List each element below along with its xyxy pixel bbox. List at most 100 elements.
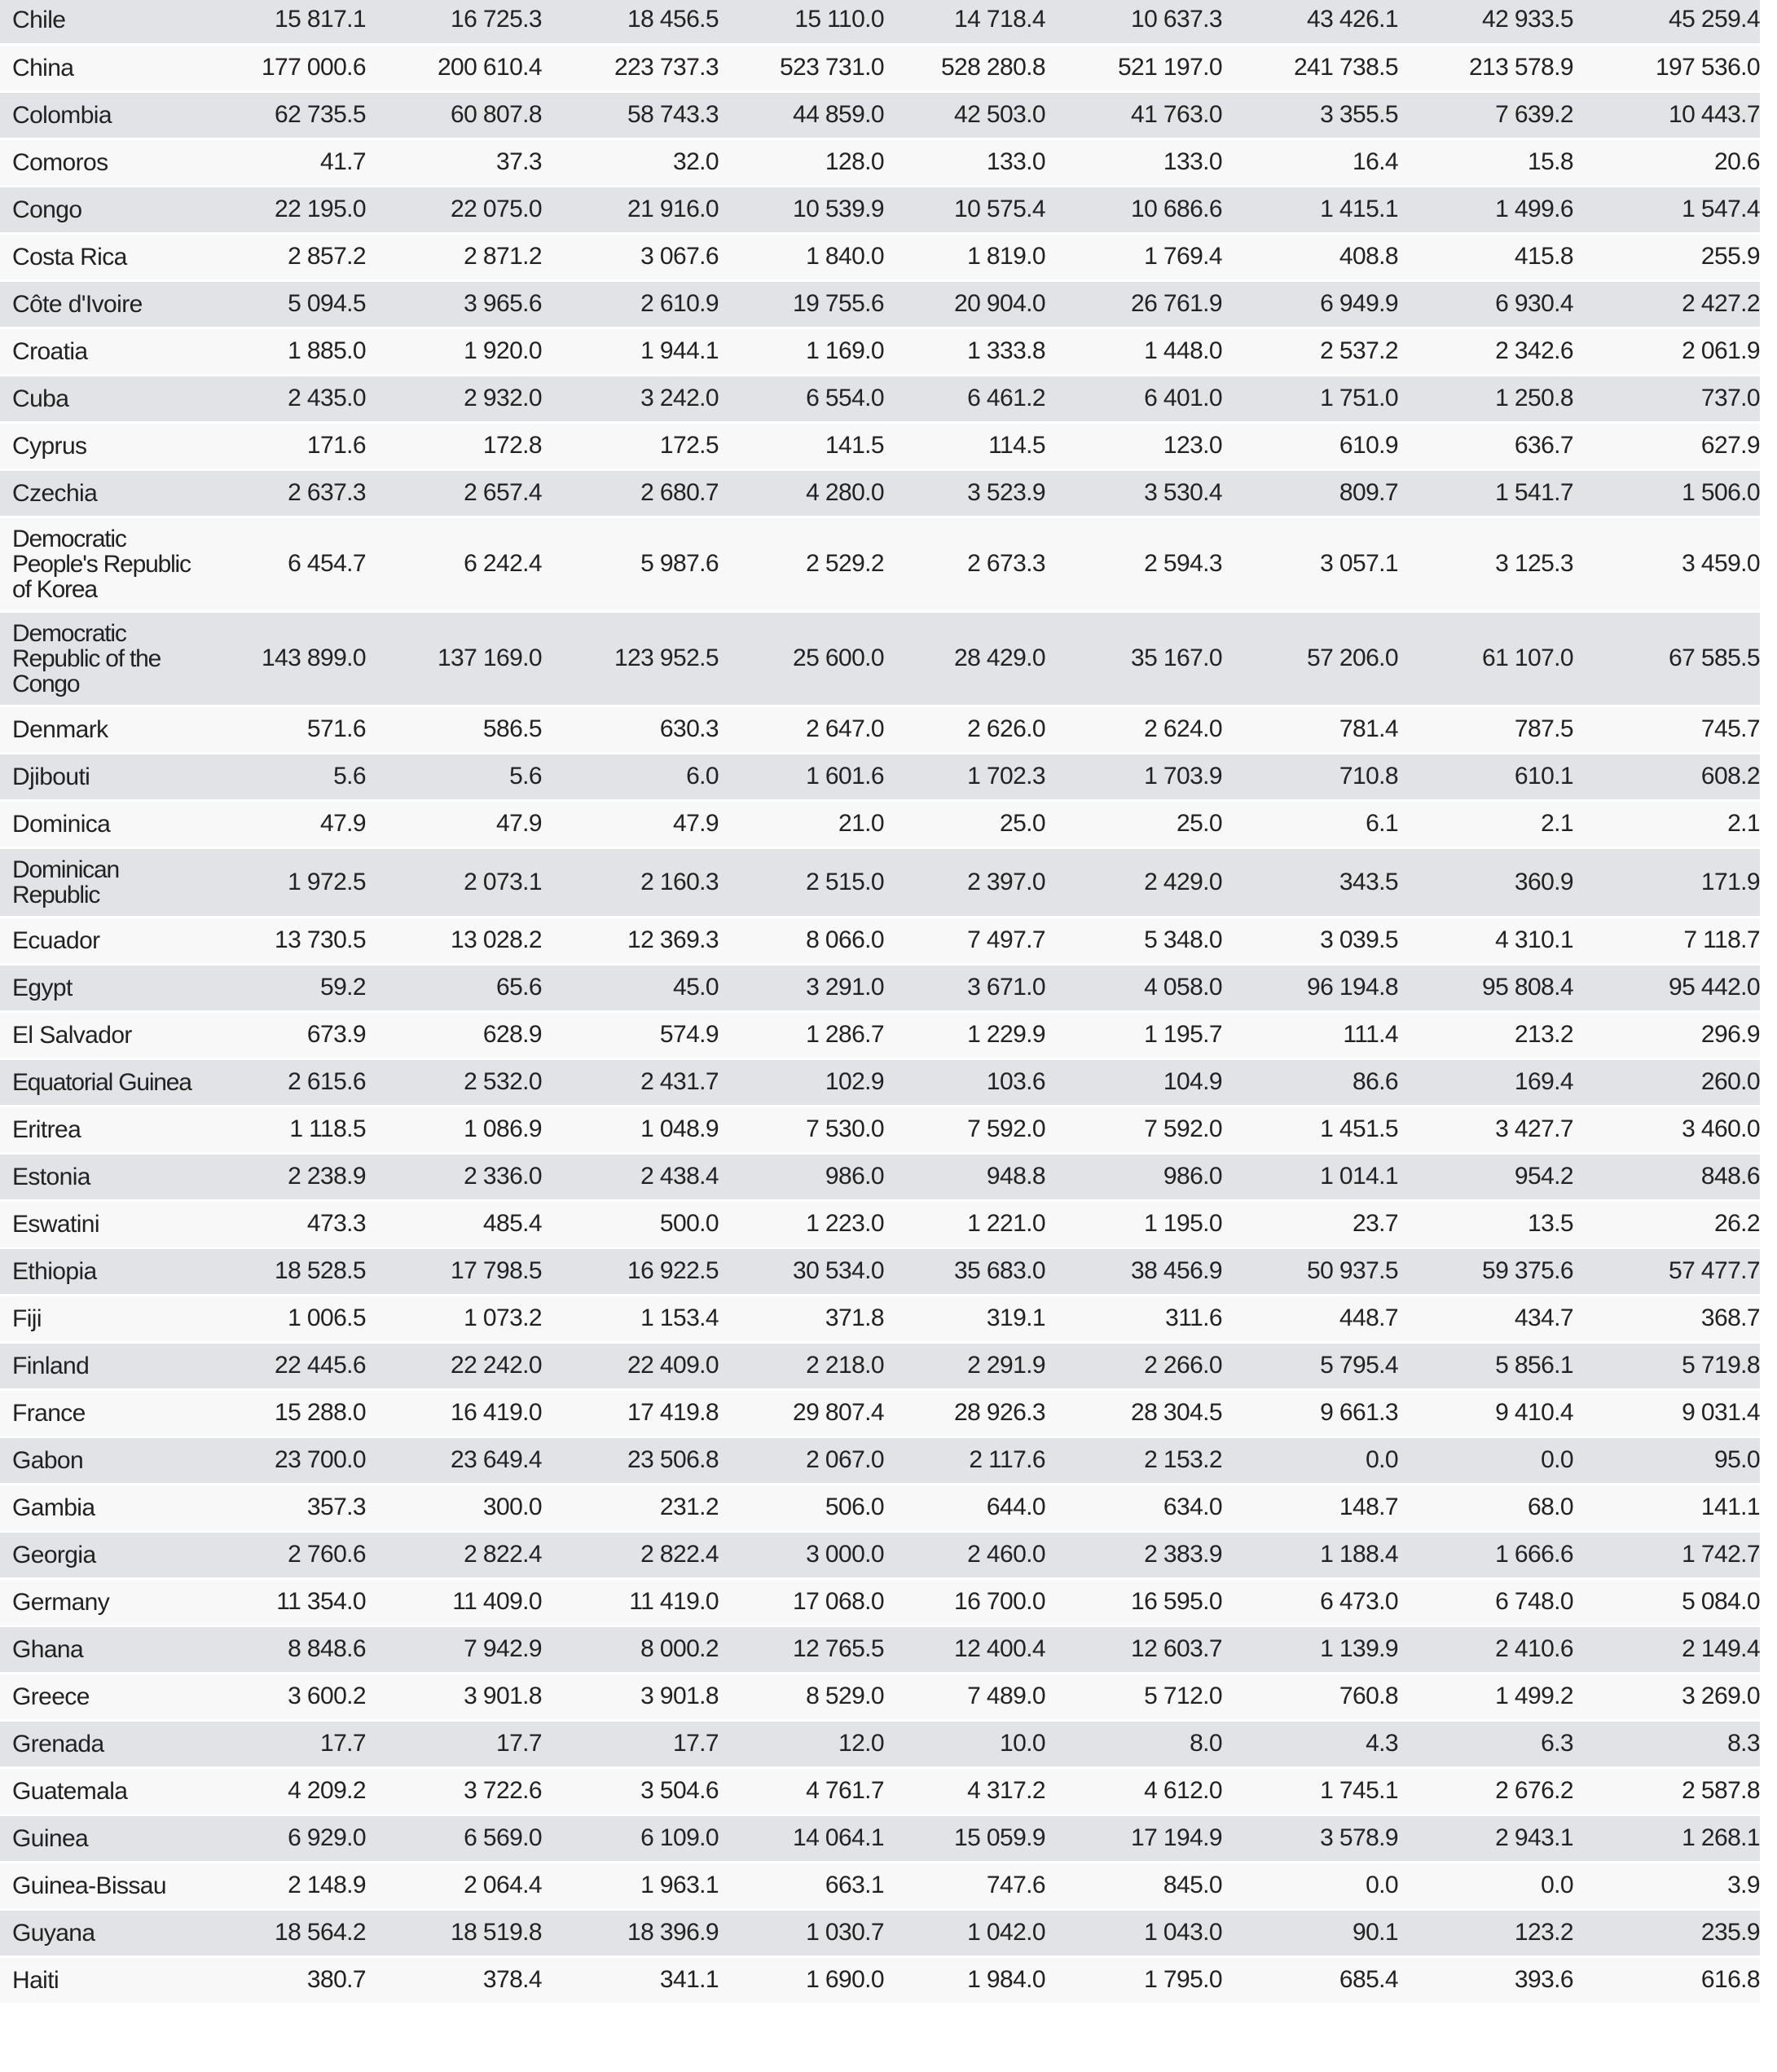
value-cell: 781.4 [1222,706,1399,754]
country-name-cell: Democratic Republic of the Congo [0,611,212,707]
table-row: Guatemala 4 209.2 3 722.6 3 504.6 4 761.7 4 3… [0,1767,1761,1816]
value-cell: 1 043.0 [1045,1909,1223,1958]
table-row: Grenada 17.7 17.7 17.7 12.0 10.0 8.0 4.3 6.3 8.3 [0,1720,1761,1769]
value-cell: 986.0 [719,1153,885,1202]
value-cell: 1 541.7 [1398,469,1574,518]
country-name-cell: Greece [0,1673,212,1722]
value-cell: 4 317.2 [884,1767,1046,1816]
value-cell: 25 600.0 [719,611,885,707]
value-cell: 448.7 [1222,1295,1399,1344]
value-cell: 2 537.2 [1222,328,1399,376]
value-cell: 255.9 [1573,233,1761,282]
value-cell: 95.0 [1573,1436,1761,1485]
value-cell: 2 153.2 [1045,1436,1223,1485]
value-cell: 2 438.4 [542,1153,719,1202]
value-cell: 16 419.0 [366,1389,543,1438]
value-cell: 3 057.1 [1222,517,1399,613]
value-cell: 22 075.0 [366,186,543,235]
value-cell: 1 153.4 [542,1295,719,1344]
value-cell: 2 587.8 [1573,1767,1761,1816]
country-name-cell: Egypt [0,964,212,1013]
value-cell: 6 461.2 [884,375,1046,424]
value-cell: 6 454.7 [212,517,367,613]
value-cell: 10 575.4 [884,186,1046,235]
value-cell: 23 506.8 [542,1436,719,1485]
value-cell: 17.7 [542,1720,719,1769]
value-cell: 296.9 [1573,1011,1761,1060]
value-cell: 0.0 [1398,1862,1574,1911]
value-cell: 1 415.1 [1222,186,1399,235]
value-cell: 18 456.5 [542,0,719,46]
value-cell: 90.1 [1222,1909,1399,1958]
value-cell: 634.0 [1045,1484,1223,1533]
value-cell: 18 564.2 [212,1909,367,1958]
value-cell: 12 765.5 [719,1625,885,1674]
value-cell: 57 206.0 [1222,611,1399,707]
table-row: Equatorial Guinea 2 615.6 2 532.0 2 431.7 10… [0,1058,1761,1107]
value-cell: 368.7 [1573,1295,1761,1344]
value-cell: 3 125.3 [1398,517,1574,613]
country-name-cell: Cyprus [0,422,212,471]
value-cell: 343.5 [1222,847,1399,918]
value-cell: 4 612.0 [1045,1767,1223,1816]
value-cell: 1 601.6 [719,753,885,802]
value-cell: 241 738.5 [1222,44,1399,93]
value-cell: 357.3 [212,1484,367,1533]
value-cell: 1 499.6 [1398,186,1574,235]
value-cell: 1 703.9 [1045,753,1223,802]
value-cell: 172.8 [366,422,543,471]
value-cell: 8 848.6 [212,1625,367,1674]
value-cell: 11 409.0 [366,1578,543,1627]
value-cell: 2 067.0 [719,1436,885,1485]
value-cell: 171.6 [212,422,367,471]
table-row: Chile 15 817.1 16 725.3 18 456.5 15 110.0 14 … [0,0,1761,46]
value-cell: 60 807.8 [366,91,543,140]
value-cell: 9 031.4 [1573,1389,1761,1438]
value-cell: 5 987.6 [542,517,719,613]
value-cell: 627.9 [1573,422,1761,471]
country-name-cell: Djibouti [0,753,212,802]
value-cell: 2 383.9 [1045,1531,1223,1580]
value-cell: 1 745.1 [1222,1767,1399,1816]
value-cell: 11 354.0 [212,1578,367,1627]
value-cell: 1 169.0 [719,328,885,376]
value-cell: 95 808.4 [1398,964,1574,1013]
value-cell: 571.6 [212,706,367,754]
country-name-cell: Guinea-Bissau [0,1862,212,1911]
value-cell: 16 725.3 [366,0,543,46]
value-cell: 42 503.0 [884,91,1046,140]
value-cell: 747.6 [884,1862,1046,1911]
value-cell: 7 592.0 [884,1106,1046,1155]
value-cell: 10 686.6 [1045,186,1223,235]
country-data-table: Chile 15 817.1 16 725.3 18 456.5 15 110.0 14 … [0,0,1761,2005]
value-cell: 11 419.0 [542,1578,719,1627]
value-cell: 610.1 [1398,753,1574,802]
value-cell: 2 657.4 [366,469,543,518]
value-cell: 521 197.0 [1045,44,1223,93]
country-name-cell: Côte d'Ivoire [0,280,212,329]
value-cell: 1 221.0 [884,1200,1046,1249]
value-cell: 6 473.0 [1222,1578,1399,1627]
value-cell: 28 429.0 [884,611,1046,707]
value-cell: 22 445.6 [212,1342,367,1391]
country-name-cell: El Salvador [0,1011,212,1060]
value-cell: 2 291.9 [884,1342,1046,1391]
value-cell: 1 690.0 [719,1956,885,2005]
value-cell: 6 242.4 [366,517,543,613]
value-cell: 7 497.7 [884,917,1046,966]
value-cell: 6 569.0 [366,1815,543,1863]
value-cell: 1 769.4 [1045,233,1223,282]
table-row: Gambia 357.3 300.0 231.2 506.0 644.0 634.0 148.… [0,1484,1761,1533]
value-cell: 3 427.7 [1398,1106,1574,1155]
value-cell: 19 755.6 [719,280,885,329]
value-cell: 103.6 [884,1058,1046,1107]
value-cell: 6.0 [542,753,719,802]
value-cell: 96 194.8 [1222,964,1399,1013]
value-cell: 68.0 [1398,1484,1574,1533]
value-cell: 1 195.0 [1045,1200,1223,1249]
value-cell: 3 965.6 [366,280,543,329]
value-cell: 663.1 [719,1862,885,1911]
value-cell: 35 167.0 [1045,611,1223,707]
country-name-cell: France [0,1389,212,1438]
value-cell: 137 169.0 [366,611,543,707]
